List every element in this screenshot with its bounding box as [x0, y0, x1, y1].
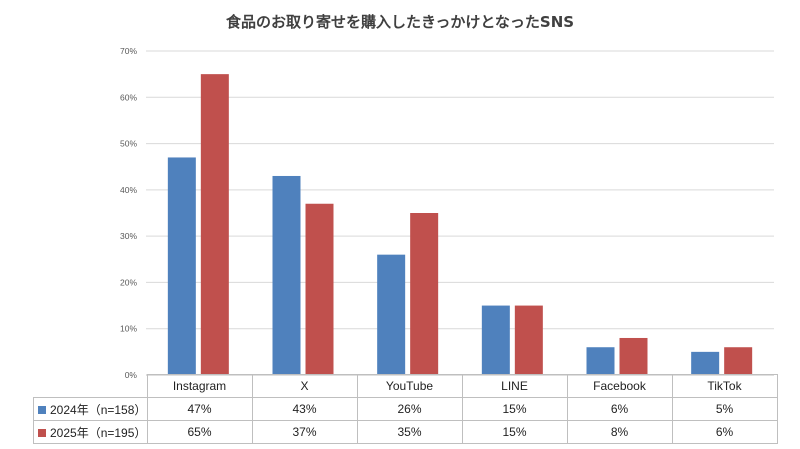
data-label: 37% [251, 420, 358, 444]
bar-2025-instagram [200, 74, 229, 376]
y-tick-label: 70% [120, 46, 137, 56]
bar-2025-x [305, 203, 334, 375]
category-label: LINE [461, 374, 568, 398]
category-label: Facebook [566, 374, 673, 398]
data-label: 26% [356, 397, 463, 421]
bar-2024-x [272, 175, 301, 375]
data-label: 15% [461, 397, 568, 421]
data-label: 8% [566, 420, 673, 444]
y-tick-label: 10% [120, 324, 137, 334]
bar-2025-facebook [619, 337, 648, 375]
data-label: 35% [356, 420, 463, 444]
category-label: Instagram [146, 374, 253, 398]
series-name: 2024年（n=158） [50, 402, 147, 417]
y-tick-label: 50% [120, 139, 137, 149]
bar-2024-instagram [167, 157, 196, 375]
data-label: 5% [671, 397, 778, 421]
legend-entry-2024: 2024年（n=158） [33, 397, 148, 421]
data-label: 43% [251, 397, 358, 421]
data-label: 65% [146, 420, 253, 444]
bar-2024-line [481, 305, 510, 375]
table-corner [33, 374, 148, 398]
chart-title: 食品のお取り寄せを購入したきっかけとなったSNS [225, 13, 575, 31]
y-tick-label: 20% [120, 277, 137, 287]
legend-swatch-2025 [38, 429, 46, 438]
category-label: TikTok [671, 374, 778, 398]
y-tick-label: 60% [120, 92, 137, 102]
y-tick-label: 30% [120, 231, 137, 241]
category-label: YouTube [356, 374, 463, 398]
series-row-2024: 2024年（n=158） 47% 43% 26% 15% 6% 5% [33, 397, 778, 421]
data-label: 6% [566, 397, 673, 421]
bar-2024-tiktok [691, 351, 720, 375]
bar-2024-youtube [377, 254, 406, 375]
data-label: 6% [671, 420, 778, 444]
legend-swatch-2024 [38, 406, 46, 415]
data-label: 15% [461, 420, 568, 444]
data-label: 47% [146, 397, 253, 421]
legend-entry-2025: 2025年（n=195） [33, 420, 148, 444]
y-tick-label: 40% [120, 185, 137, 195]
data-table: Instagram X YouTube LINE Facebook TikTok… [33, 374, 778, 444]
category-label: X [251, 374, 358, 398]
category-row: Instagram X YouTube LINE Facebook TikTok [33, 374, 778, 398]
bar-2025-tiktok [724, 347, 753, 375]
bar-2025-line [514, 305, 543, 375]
series-row-2025: 2025年（n=195） 65% 37% 35% 15% 8% 6% [33, 420, 778, 444]
bar-2025-youtube [410, 213, 439, 375]
series-name: 2025年（n=195） [50, 425, 147, 440]
bar-2024-facebook [586, 347, 615, 375]
